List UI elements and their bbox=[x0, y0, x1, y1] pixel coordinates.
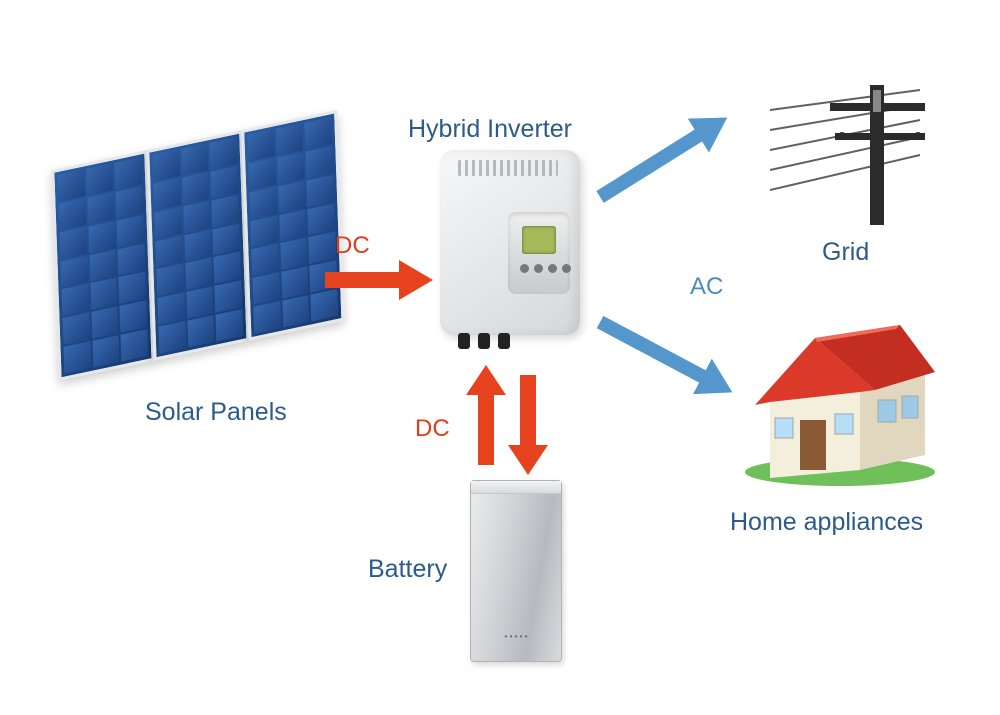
arrow-inverter-to-grid bbox=[588, 99, 739, 216]
house-graphic bbox=[740, 320, 940, 490]
grid-label: Grid bbox=[822, 238, 869, 267]
solar-panels-label: Solar Panels bbox=[145, 398, 287, 427]
dc-label-solar: DC bbox=[335, 232, 370, 260]
battery-mark: • • • • • bbox=[471, 632, 561, 641]
arrow-solar-to-inverter bbox=[325, 258, 435, 302]
inverter-graphic bbox=[440, 150, 590, 350]
ac-label: AC bbox=[690, 273, 723, 301]
solar-panel-graphic bbox=[51, 111, 339, 389]
arrow-inverter-to-house bbox=[590, 303, 743, 412]
house-label: Home appliances bbox=[730, 508, 923, 537]
grid-graphic bbox=[770, 85, 930, 235]
battery-label: Battery bbox=[368, 555, 447, 584]
battery-graphic: • • • • • bbox=[470, 480, 570, 670]
arrow-inverter-battery bbox=[462, 365, 552, 475]
inverter-label: Hybrid Inverter bbox=[408, 115, 572, 144]
dc-label-battery: DC bbox=[415, 415, 450, 443]
